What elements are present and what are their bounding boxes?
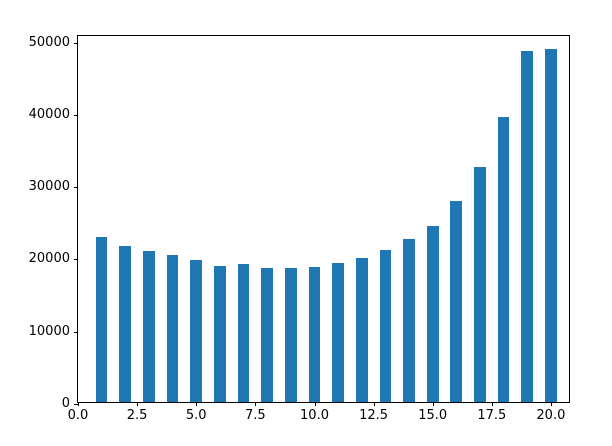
y-tick-mark [74, 331, 78, 333]
x-tick-mark [491, 402, 493, 406]
bar-x9 [284, 268, 297, 402]
bar-x4 [166, 255, 179, 402]
y-tick-mark [74, 187, 78, 189]
y-tick-label: 0 [61, 396, 70, 412]
x-tick-label: 5.0 [185, 408, 207, 423]
bar-x20 [545, 49, 557, 402]
y-tick-mark [74, 114, 78, 116]
bar-x18 [497, 117, 510, 402]
bar-x15 [426, 226, 439, 402]
y-tick-label: 50000 [28, 34, 70, 50]
x-tick-mark [255, 402, 257, 406]
bar-x12 [355, 257, 368, 402]
plot-area: 0 10000 20000 30000 40000 50000 0.0 2.5 5.0 7.5 10… [29, 35, 570, 422]
y-tick-label: 10000 [28, 323, 70, 339]
bar-x2 [119, 245, 132, 402]
bar-x10 [308, 267, 321, 402]
bar-x6 [214, 265, 226, 402]
x-tick-mark [137, 402, 139, 406]
bar-x11 [332, 262, 344, 402]
x-tick-label: 0.0 [67, 408, 89, 423]
bar-x1 [95, 237, 108, 402]
x-tick-label: 15.0 [418, 408, 448, 423]
y-tick-label: 30000 [28, 179, 70, 195]
y-tick-mark [74, 404, 78, 405]
x-tick-label: 17.5 [477, 408, 507, 423]
x-tick-label: 20.0 [536, 408, 566, 423]
x-tick-mark [78, 402, 79, 406]
bar-x5 [190, 259, 203, 402]
bar-x8 [261, 267, 273, 402]
bar-x17 [474, 167, 486, 402]
y-tick-label: 20000 [28, 251, 70, 267]
x-tick-mark [314, 402, 316, 406]
x-tick-label: 7.5 [244, 408, 266, 423]
x-tick-label: 2.5 [126, 408, 148, 423]
y-tick-mark [74, 259, 78, 261]
bar-x14 [403, 239, 415, 402]
x-tick-label: 12.5 [359, 408, 389, 423]
y-tick-label: 40000 [28, 107, 70, 123]
bar-x13 [379, 250, 392, 402]
bar-x19 [521, 51, 534, 402]
x-tick-mark [196, 402, 198, 406]
y-tick-mark [74, 42, 78, 44]
x-tick-mark [373, 402, 375, 406]
bar-x3 [143, 250, 155, 402]
x-tick-mark [432, 402, 434, 406]
x-tick-mark [550, 402, 552, 406]
x-tick-label: 10.0 [300, 408, 329, 423]
bar-x16 [450, 201, 463, 402]
bar-x7 [237, 264, 250, 402]
